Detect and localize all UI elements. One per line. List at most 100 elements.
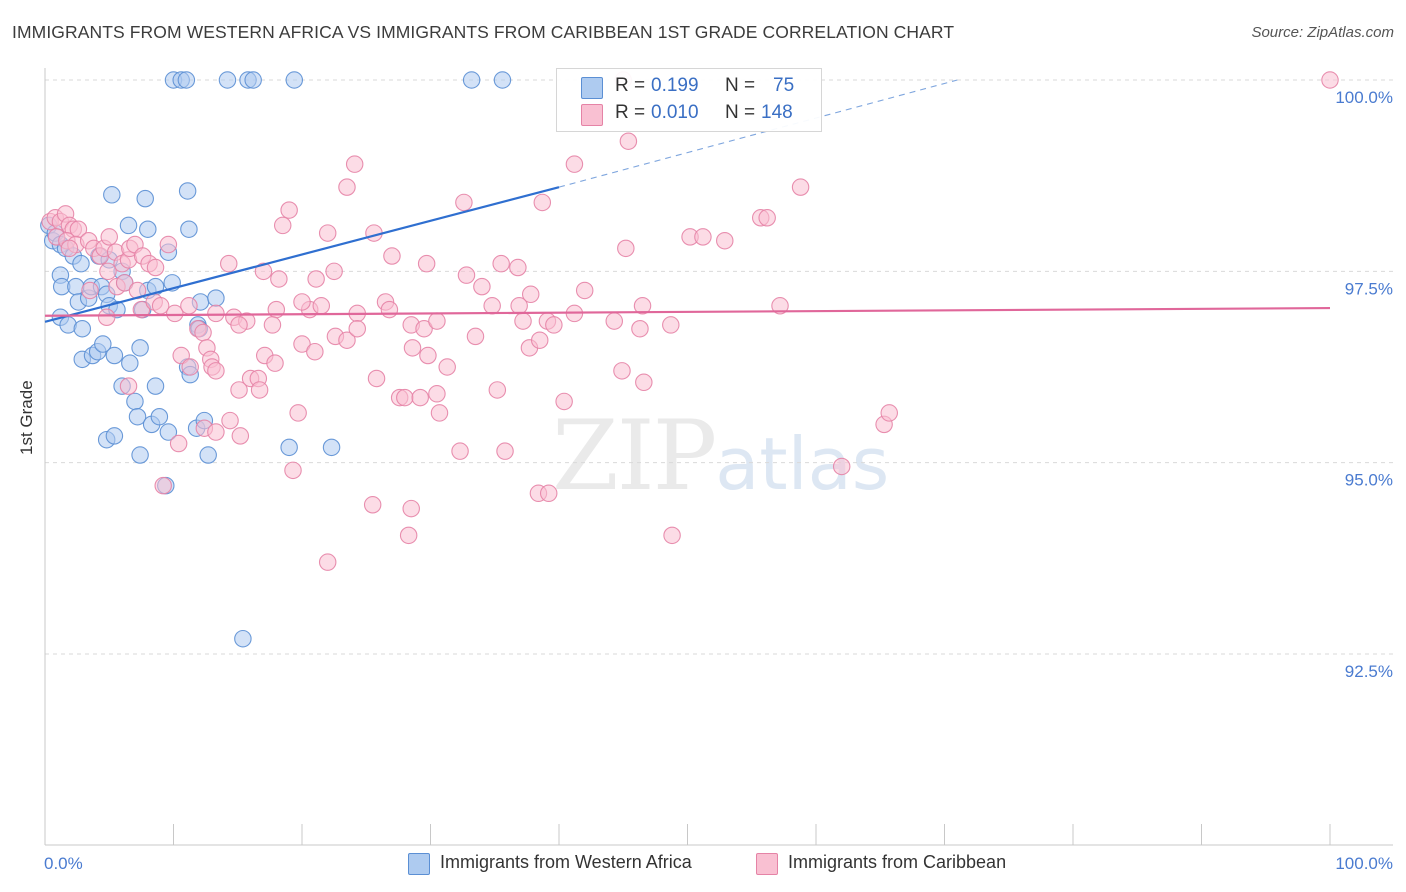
data-point (266, 354, 284, 372)
legend-n-label: N = (725, 102, 756, 123)
data-point (758, 209, 776, 227)
x-tick-label-end: 100.0% (1335, 854, 1393, 873)
data-point (218, 71, 237, 89)
data-point (430, 404, 449, 422)
data-point (521, 285, 540, 304)
data-point (280, 201, 298, 219)
series-swatch-caribbean (756, 853, 778, 875)
gridlines (45, 79, 1393, 655)
y-tick-label: 100.0% (1335, 88, 1393, 107)
data-point (338, 178, 356, 196)
data-point (415, 319, 433, 338)
data-point (312, 297, 331, 315)
data-point (263, 316, 282, 334)
data-point (380, 300, 399, 319)
data-point (244, 71, 262, 89)
data-point (289, 404, 307, 422)
data-point (230, 381, 248, 399)
data-point (180, 220, 198, 238)
data-point (126, 392, 144, 411)
data-point (270, 270, 288, 288)
data-point (139, 220, 157, 238)
series-caribbean (41, 71, 1339, 571)
data-point (318, 553, 337, 571)
data-point (172, 346, 190, 365)
data-point (131, 339, 149, 357)
data-point (150, 407, 169, 426)
data-point (234, 629, 252, 648)
data-point (438, 358, 456, 376)
data-point (318, 224, 337, 242)
data-point (81, 281, 99, 300)
data-point (136, 189, 154, 208)
data-point (419, 346, 437, 365)
y-tick-label: 92.5% (1345, 662, 1393, 681)
data-point (619, 132, 638, 150)
data-point (293, 293, 311, 311)
data-point (555, 392, 573, 411)
data-point (880, 404, 898, 422)
data-point (207, 304, 225, 323)
series-swatch-western-africa (408, 853, 430, 875)
data-point (791, 178, 810, 196)
data-point (605, 312, 624, 330)
data-points (40, 71, 1339, 648)
data-point (94, 335, 112, 353)
trend-line-caribbean (44, 306, 1331, 317)
legend-r-value: 0.199 (651, 75, 699, 96)
data-point (539, 484, 558, 503)
data-point (411, 388, 429, 407)
data-point (617, 239, 635, 258)
data-point (169, 434, 188, 453)
data-point (73, 319, 92, 338)
data-point (146, 258, 165, 277)
y-axis-title: 1st Grade (17, 380, 36, 455)
data-point (285, 71, 304, 89)
data-point (325, 262, 343, 281)
data-point (565, 155, 584, 173)
data-point (399, 526, 418, 545)
data-point (146, 377, 165, 395)
data-point (121, 354, 139, 372)
data-point (530, 331, 549, 349)
data-point (132, 300, 151, 319)
data-point (131, 446, 149, 464)
data-point (403, 339, 422, 357)
data-point (635, 373, 653, 392)
legend-swatch-western-africa (581, 77, 603, 99)
data-point (694, 228, 712, 246)
data-point (367, 369, 386, 388)
data-point (633, 297, 652, 315)
data-point (483, 297, 501, 315)
data-point (284, 461, 302, 480)
data-point (280, 438, 298, 457)
data-point (428, 385, 446, 403)
data-point (207, 423, 225, 441)
data-point (166, 304, 184, 323)
data-point (493, 71, 512, 89)
data-point (457, 266, 476, 284)
data-point (1321, 71, 1339, 89)
data-point (250, 381, 269, 399)
data-point (100, 228, 119, 246)
data-point (207, 289, 225, 307)
data-point (396, 388, 414, 407)
data-point (159, 423, 178, 441)
data-point (178, 182, 197, 200)
data-point (322, 438, 341, 457)
data-point (103, 186, 121, 204)
data-point (293, 335, 311, 353)
legend-n-value: 148 (761, 102, 793, 123)
data-point (488, 381, 507, 399)
data-point (514, 312, 532, 330)
data-point (716, 231, 734, 250)
data-point (417, 254, 436, 273)
data-point (105, 427, 124, 445)
y-tick-label: 95.0% (1345, 471, 1393, 490)
source-label: Source: ZipAtlas.com (1251, 24, 1394, 41)
legend-swatch-caribbean (581, 104, 603, 126)
data-point (402, 499, 420, 518)
y-tick-label: 97.5% (1345, 279, 1393, 298)
data-point (273, 216, 292, 235)
data-point (613, 362, 631, 380)
